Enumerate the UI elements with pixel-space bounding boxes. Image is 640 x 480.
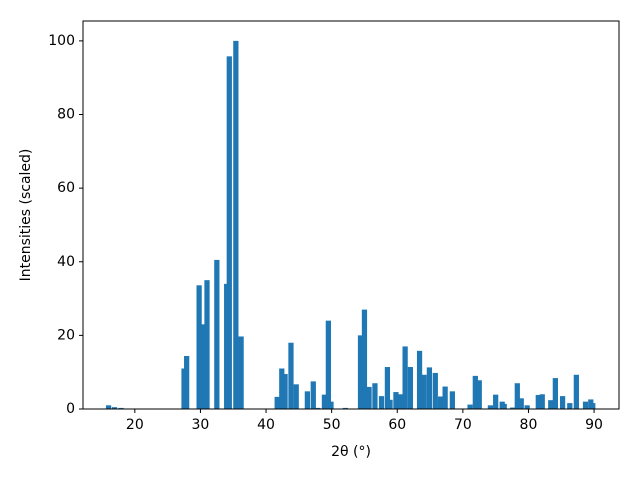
y-tick-label: 100 (48, 33, 75, 49)
bar (387, 399, 393, 409)
bar (226, 56, 232, 409)
bar (539, 394, 545, 409)
bar (467, 404, 473, 409)
x-tick-label: 30 (192, 417, 210, 433)
bar (328, 401, 334, 409)
bar (514, 383, 520, 409)
bar (552, 378, 558, 409)
bar (472, 375, 478, 409)
bar (366, 386, 372, 409)
bar (293, 384, 299, 409)
bar (437, 396, 444, 409)
bar (524, 405, 530, 409)
bar (288, 342, 294, 409)
bar (559, 396, 566, 409)
x-axis-label: 2θ (°) (331, 444, 371, 460)
bar (214, 259, 220, 409)
plot-frame (82, 20, 620, 410)
bar (421, 374, 427, 409)
x-tick-label: 20 (126, 417, 144, 433)
bar (449, 391, 455, 409)
bar (378, 396, 385, 409)
bar (416, 350, 423, 409)
y-tick-label: 0 (66, 401, 75, 417)
x-tick-label: 50 (323, 417, 341, 433)
y-tick-label: 80 (57, 107, 75, 123)
bar (582, 401, 589, 409)
bar (279, 368, 285, 409)
bar (518, 398, 524, 409)
bar (238, 336, 244, 409)
bar (397, 394, 404, 409)
bar (384, 367, 391, 409)
bar (184, 355, 190, 409)
y-axis-label: Intensities (scaled) (18, 149, 34, 282)
bar (402, 346, 408, 409)
bar (315, 407, 321, 409)
bar (274, 396, 280, 409)
bar (442, 386, 448, 409)
bar (476, 380, 482, 409)
bar (501, 403, 507, 409)
bar (567, 403, 573, 409)
bar (118, 407, 124, 409)
bar (111, 407, 118, 409)
bar (325, 320, 331, 409)
bar (304, 391, 310, 409)
bar (310, 381, 316, 409)
bar (321, 394, 328, 409)
x-tick-label: 60 (388, 417, 406, 433)
bar (407, 367, 413, 409)
bar (196, 285, 202, 409)
bar (204, 280, 210, 409)
bar (487, 405, 494, 409)
bar (105, 405, 112, 409)
y-tick-label: 20 (57, 327, 75, 343)
x-tick-label: 90 (585, 417, 603, 433)
x-tick-label: 80 (520, 417, 538, 433)
bar (426, 367, 433, 409)
bar (201, 324, 207, 409)
bar (357, 335, 364, 409)
bar (282, 374, 288, 409)
y-tick-label: 60 (57, 180, 75, 196)
bar (548, 400, 554, 409)
bar (510, 407, 516, 409)
bar (590, 403, 596, 409)
bar (233, 40, 239, 409)
bar (372, 383, 378, 409)
bar (573, 374, 579, 409)
bar (535, 395, 541, 409)
bar (361, 309, 368, 409)
x-tick-label: 40 (257, 417, 275, 433)
bar (342, 407, 349, 409)
bar (493, 394, 499, 409)
bar (393, 392, 399, 409)
bar (432, 372, 438, 409)
x-tick-label: 70 (454, 417, 472, 433)
y-tick-label: 40 (57, 254, 75, 270)
